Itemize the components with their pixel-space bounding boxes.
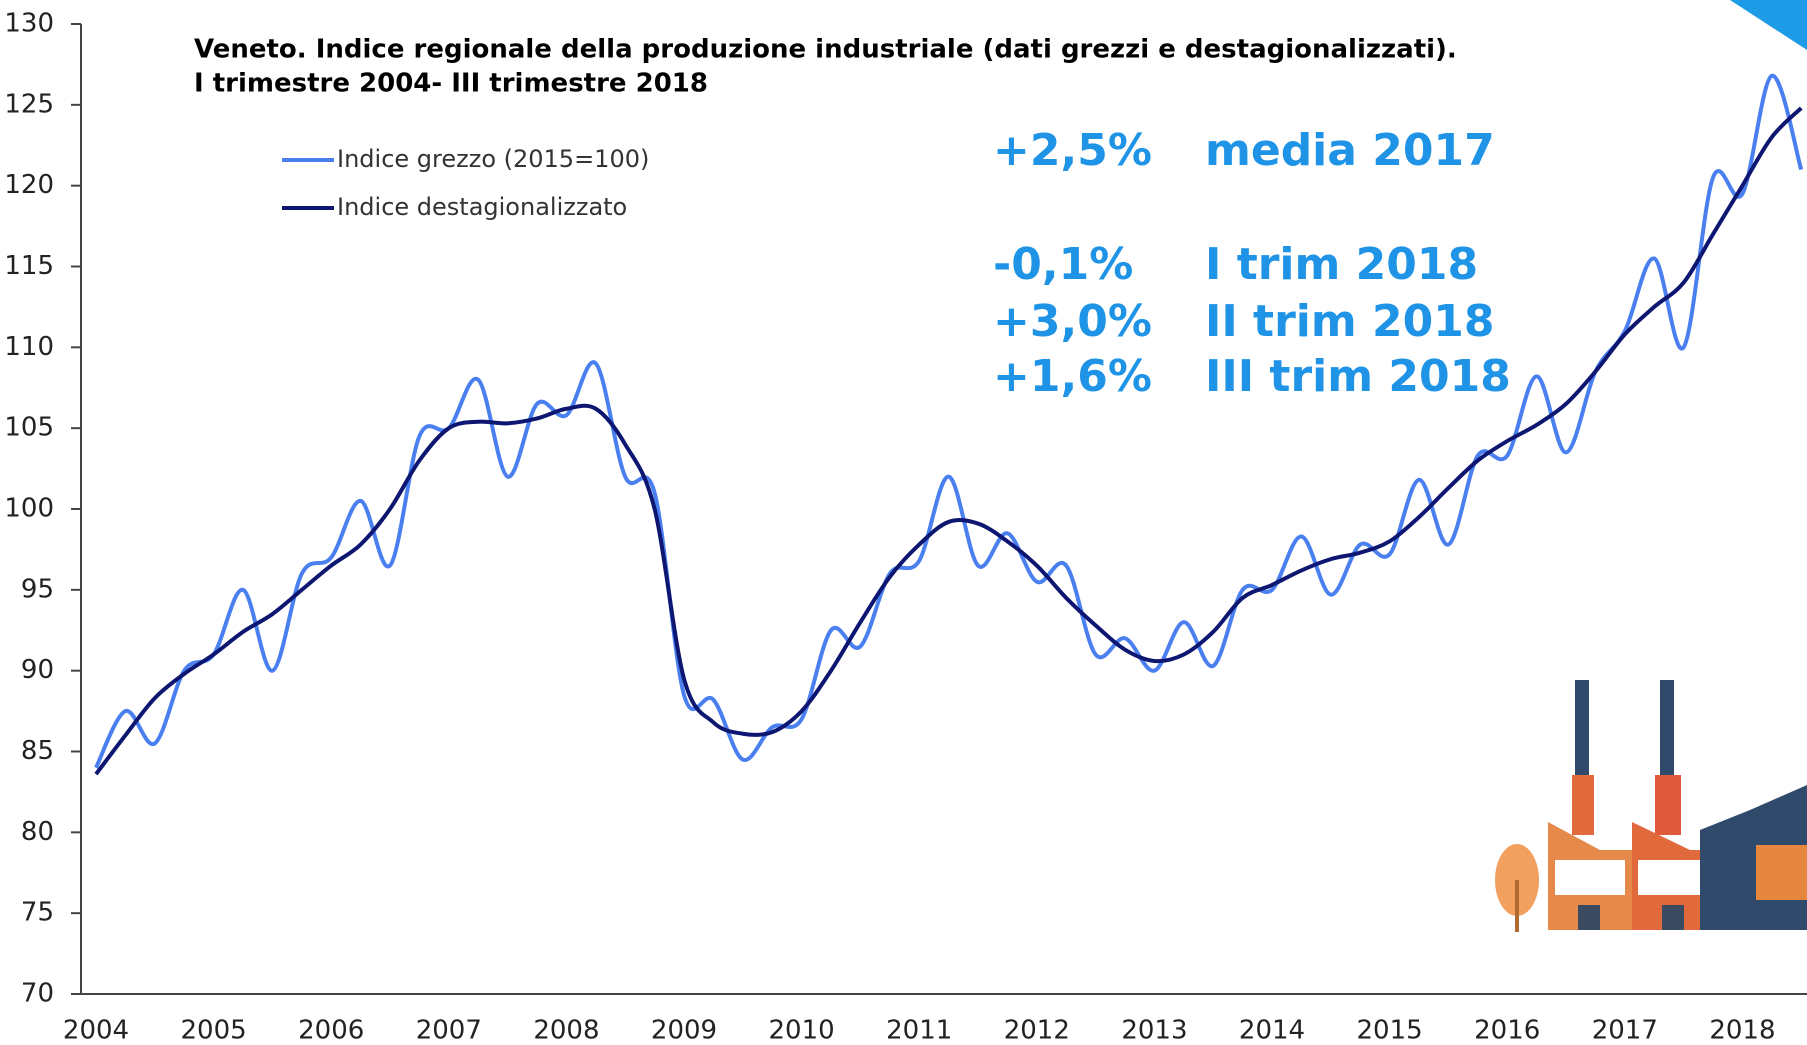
chart-title: Veneto. Indice regionale della produzion… bbox=[194, 35, 1457, 65]
legend-label: Indice destagionalizzato bbox=[337, 193, 627, 221]
annotation-label: II trim 2018 bbox=[1205, 296, 1495, 347]
factory-illustration bbox=[1495, 680, 1807, 932]
y-tick-label: 90 bbox=[21, 655, 54, 685]
y-tick-label: 100 bbox=[4, 494, 54, 524]
x-tick-label: 2015 bbox=[1357, 1016, 1423, 1045]
x-tick-label: 2014 bbox=[1239, 1016, 1305, 1045]
y-tick-label: 95 bbox=[21, 574, 54, 604]
x-tick-label: 2013 bbox=[1121, 1016, 1187, 1045]
series-line bbox=[94, 73, 1804, 769]
annotation-value: +3,0% bbox=[993, 296, 1152, 347]
x-tick-label: 2007 bbox=[416, 1016, 482, 1045]
y-tick-label: 70 bbox=[21, 979, 54, 1009]
y-tick-label: 120 bbox=[4, 170, 54, 200]
x-tick-label: 2018 bbox=[1709, 1016, 1775, 1045]
series-line bbox=[94, 106, 1803, 776]
annotation-label: media 2017 bbox=[1205, 125, 1495, 176]
y-tick-label: 125 bbox=[4, 89, 54, 119]
y-tick-label: 105 bbox=[4, 413, 54, 443]
y-tick-label: 75 bbox=[21, 898, 54, 928]
chart-subtitle: I trimestre 2004- III trimestre 2018 bbox=[194, 69, 708, 99]
annotation-value: +1,6% bbox=[993, 351, 1152, 402]
x-tick-label: 2008 bbox=[533, 1016, 599, 1045]
y-tick-label: 80 bbox=[21, 817, 54, 847]
x-tick-label: 2004 bbox=[63, 1016, 129, 1045]
x-tick-label: 2005 bbox=[181, 1016, 247, 1045]
x-tick-label: 2011 bbox=[886, 1016, 952, 1045]
corner-decoration bbox=[1730, 0, 1807, 50]
x-tick-label: 2009 bbox=[651, 1016, 717, 1045]
y-tick-label: 115 bbox=[4, 251, 54, 281]
annotation-label: III trim 2018 bbox=[1205, 351, 1511, 402]
x-tick-label: 2016 bbox=[1474, 1016, 1540, 1045]
legend-label: Indice grezzo (2015=100) bbox=[337, 145, 649, 173]
x-tick-label: 2017 bbox=[1592, 1016, 1658, 1045]
x-tick-label: 2012 bbox=[1004, 1016, 1070, 1045]
annotation-value: +2,5% bbox=[993, 125, 1152, 176]
y-tick-label: 85 bbox=[21, 736, 54, 766]
annotation-value: -0,1% bbox=[993, 239, 1133, 290]
annotation-label: I trim 2018 bbox=[1205, 239, 1478, 290]
x-tick-label: 2010 bbox=[769, 1016, 835, 1045]
x-tick-label: 2006 bbox=[298, 1016, 364, 1045]
y-tick-label: 130 bbox=[4, 9, 54, 39]
y-tick-label: 110 bbox=[4, 332, 54, 362]
